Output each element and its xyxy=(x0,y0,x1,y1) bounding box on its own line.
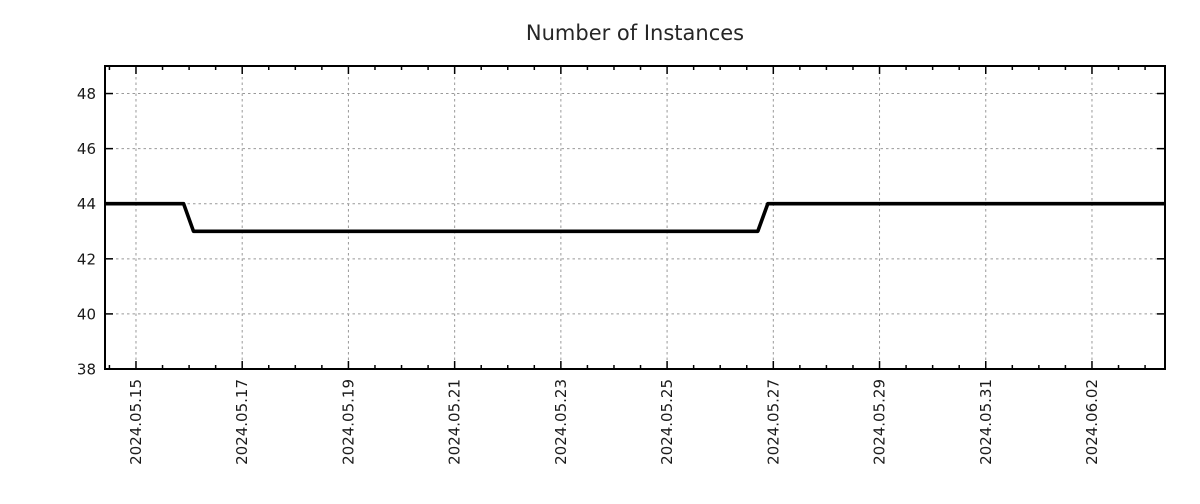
axis-ticks xyxy=(105,66,1165,370)
x-tick-label: 2024.06.02 xyxy=(1083,379,1101,465)
grid-lines xyxy=(105,66,1165,369)
y-tick-label: 40 xyxy=(77,305,96,323)
x-tick-label: 2024.05.15 xyxy=(127,379,145,465)
x-tick-label: 2024.05.17 xyxy=(233,379,251,465)
y-tick-labels: 38 40 42 44 46 48 xyxy=(77,85,96,378)
x-tick-label: 2024.05.25 xyxy=(658,379,676,465)
y-tick-label: 46 xyxy=(77,140,96,158)
y-tick-label: 48 xyxy=(77,85,96,103)
y-tick-label: 44 xyxy=(77,195,96,213)
y-tick-label: 42 xyxy=(77,250,96,268)
series-instances xyxy=(105,201,1165,234)
x-tick-label: 2024.05.31 xyxy=(977,379,995,465)
x-tick-label: 2024.05.29 xyxy=(871,379,889,465)
x-tick-label: 2024.05.21 xyxy=(446,379,464,465)
x-tick-label: 2024.05.23 xyxy=(552,379,570,465)
chart-title: Number of Instances xyxy=(526,21,744,45)
x-tick-label: 2024.05.19 xyxy=(339,379,357,465)
x-tick-label: 2024.05.27 xyxy=(764,379,782,465)
x-tick-labels: 2024.05.15 2024.05.17 2024.05.19 2024.05.21… xyxy=(127,379,1101,465)
y-tick-label: 38 xyxy=(77,361,96,379)
plot-frame xyxy=(104,65,1166,370)
